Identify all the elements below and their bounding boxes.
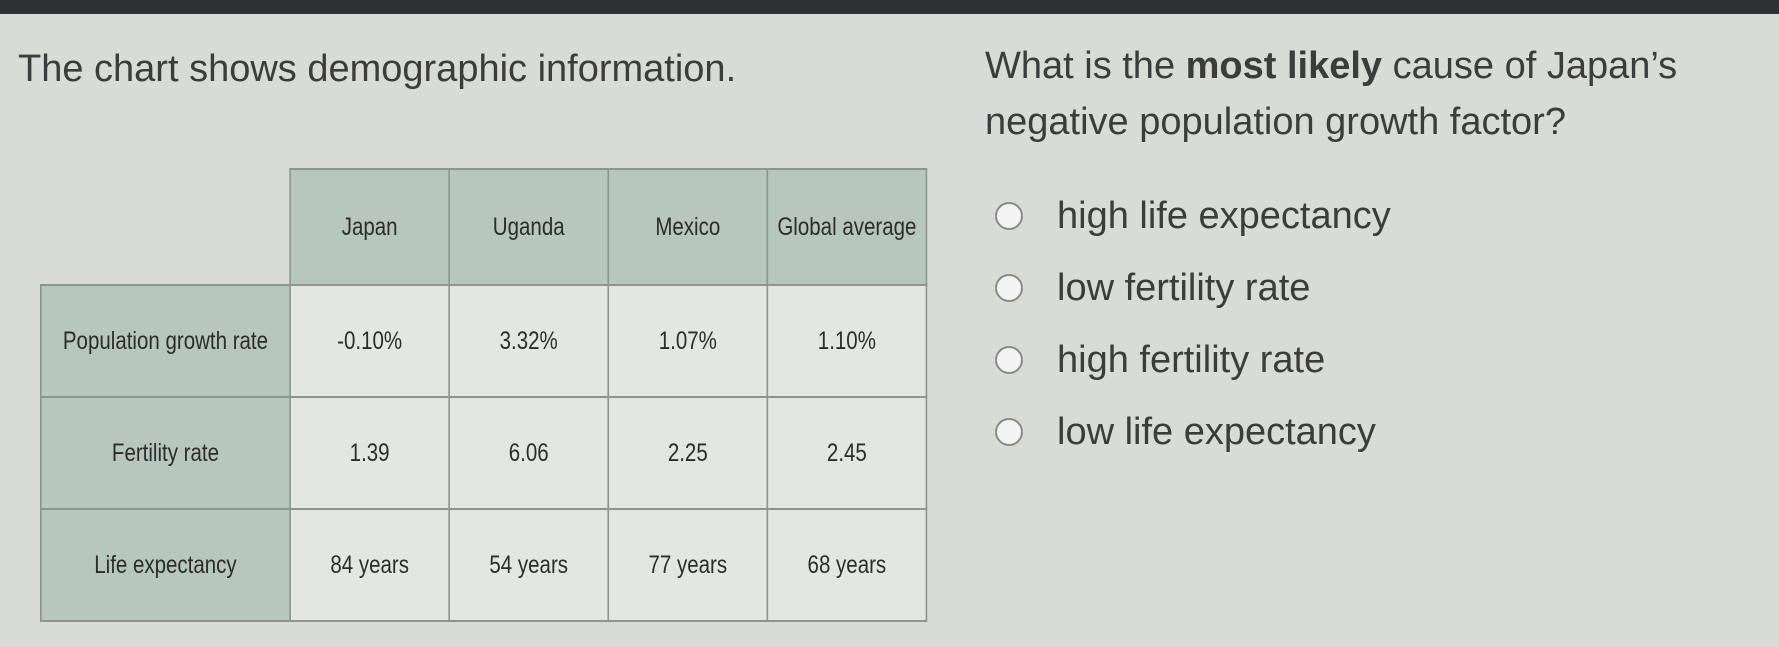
table-cell: 84 years <box>289 508 450 622</box>
table-cell: -0.10% <box>289 284 450 398</box>
row-header-population-growth: Population growth rate <box>39 284 291 398</box>
question-text: What is the most likely cause of Japan’s… <box>985 38 1765 150</box>
top-bar <box>0 0 1779 14</box>
question-emphasis: most likely <box>1185 45 1383 87</box>
table-cell: 3.32% <box>448 284 610 398</box>
answer-label: high fertility rate <box>1057 338 1326 381</box>
table-cell: 77 years <box>607 508 769 622</box>
answer-options: high life expectancy low fertility rate … <box>995 180 1391 468</box>
table-row: Population growth rate -0.10% 3.32% 1.07… <box>39 284 928 398</box>
table-cell: 2.25 <box>607 396 769 510</box>
column-header-uganda: Uganda <box>448 168 610 286</box>
answer-option-high-fertility-rate[interactable]: high fertility rate <box>995 324 1391 396</box>
table-cell: 1.39 <box>289 396 450 510</box>
row-header-fertility: Fertility rate <box>39 396 291 510</box>
answer-option-high-life-expectancy[interactable]: high life expectancy <box>995 180 1391 252</box>
column-header-japan: Japan <box>289 168 450 286</box>
table-cell: 68 years <box>766 508 928 622</box>
header-row: Japan Uganda Mexico Global average <box>41 168 928 286</box>
row-header-life-expectancy: Life expectancy <box>39 508 291 622</box>
answer-label: low fertility rate <box>1057 266 1311 309</box>
question-part-2: cause of Japan’s negative population gro… <box>985 45 1678 143</box>
table-cell: 1.07% <box>607 284 769 398</box>
table-corner <box>41 169 290 285</box>
demographics-table: Japan Uganda Mexico Global average Popul… <box>39 168 928 622</box>
answer-label: low life expectancy <box>1057 410 1376 453</box>
column-header-mexico: Mexico <box>607 168 769 286</box>
column-header-global-average: Global average <box>766 168 928 286</box>
table-cell: 2.45 <box>766 396 928 510</box>
intro-text: The chart shows demographic information. <box>18 48 737 90</box>
table-row: Fertility rate 1.39 6.06 2.25 2.45 <box>39 396 928 510</box>
radio-button[interactable] <box>995 418 1023 446</box>
table-cell: 1.10% <box>766 284 928 398</box>
answer-option-low-life-expectancy[interactable]: low life expectancy <box>995 396 1391 468</box>
question-part-1: What is the <box>985 45 1186 87</box>
radio-button[interactable] <box>995 202 1023 230</box>
answer-option-low-fertility-rate[interactable]: low fertility rate <box>995 252 1391 324</box>
table-row: Life expectancy 84 years 54 years 77 yea… <box>39 508 928 622</box>
radio-button[interactable] <box>995 346 1023 374</box>
radio-button[interactable] <box>995 274 1023 302</box>
table-cell: 6.06 <box>448 396 610 510</box>
table-cell: 54 years <box>448 508 610 622</box>
answer-label: high life expectancy <box>1057 194 1391 237</box>
